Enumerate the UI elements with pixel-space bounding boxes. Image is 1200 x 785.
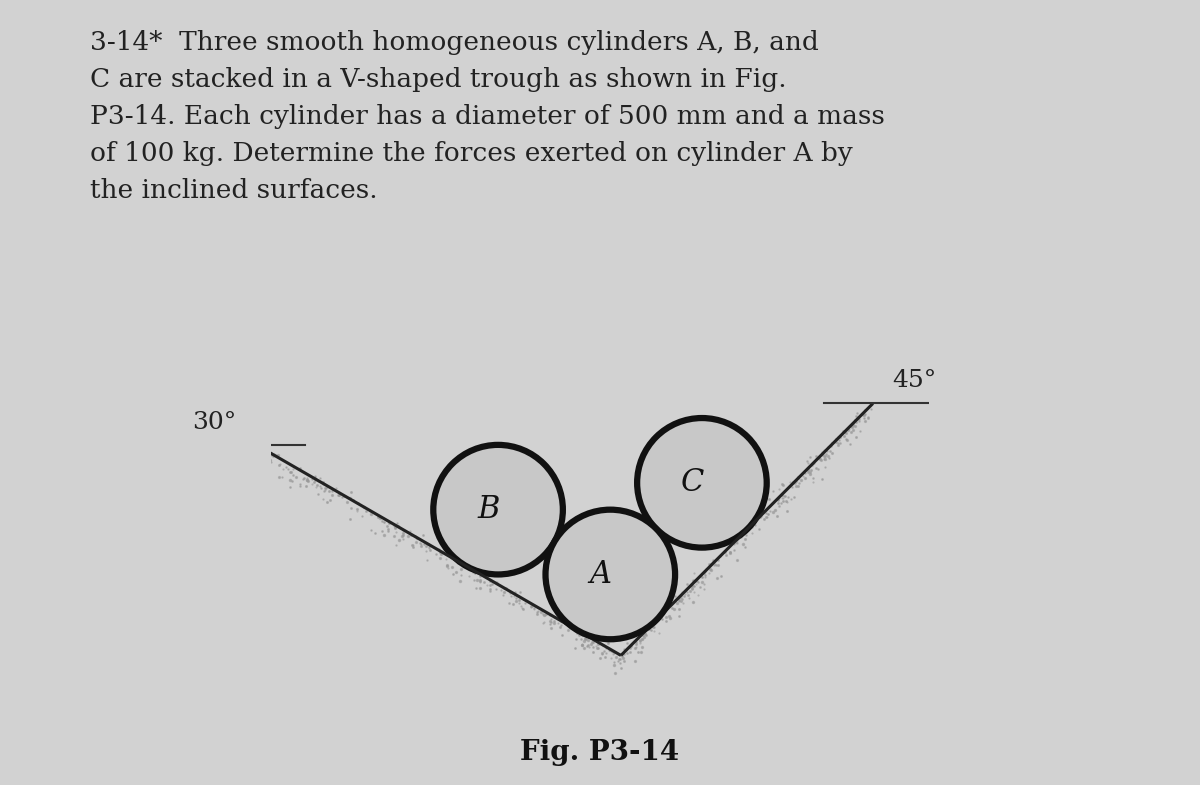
Text: C: C — [680, 467, 704, 498]
Text: 45°: 45° — [893, 369, 937, 392]
Text: Fig. P3-14: Fig. P3-14 — [521, 739, 679, 765]
Text: A: A — [589, 559, 612, 590]
Text: B: B — [478, 495, 499, 525]
Text: 3-14*  Three smooth homogeneous cylinders A, B, and
C are stacked in a V-shaped : 3-14* Three smooth homogeneous cylinders… — [90, 30, 884, 203]
Circle shape — [433, 445, 563, 575]
Circle shape — [546, 509, 676, 639]
Circle shape — [637, 418, 767, 548]
Text: 30°: 30° — [192, 411, 236, 433]
